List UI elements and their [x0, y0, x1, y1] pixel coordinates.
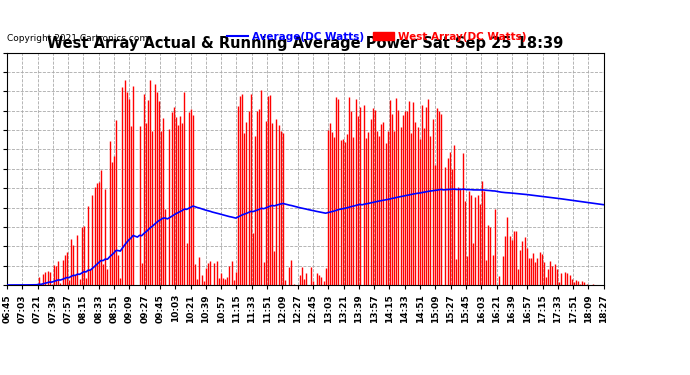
- Text: Copyright 2021 Cartronics.com: Copyright 2021 Cartronics.com: [7, 34, 148, 43]
- Title: West Array Actual & Running Average Power Sat Sep 25 18:39: West Array Actual & Running Average Powe…: [47, 36, 564, 51]
- Legend: Average(DC Watts), West Array(DC Watts): Average(DC Watts), West Array(DC Watts): [224, 27, 531, 46]
